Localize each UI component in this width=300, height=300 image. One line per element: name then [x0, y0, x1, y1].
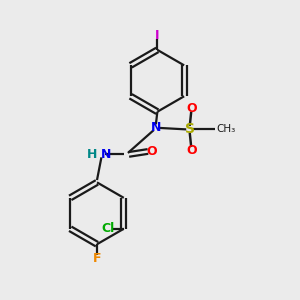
Text: I: I [155, 29, 160, 42]
Text: O: O [186, 144, 196, 157]
Text: N: N [151, 122, 161, 134]
Text: S: S [185, 122, 195, 136]
Text: O: O [186, 102, 196, 115]
Text: O: O [146, 145, 157, 158]
Text: Cl: Cl [101, 222, 114, 235]
Text: H: H [87, 148, 97, 161]
Text: N: N [101, 148, 111, 161]
Text: F: F [93, 252, 101, 265]
Text: CH₃: CH₃ [216, 124, 236, 134]
